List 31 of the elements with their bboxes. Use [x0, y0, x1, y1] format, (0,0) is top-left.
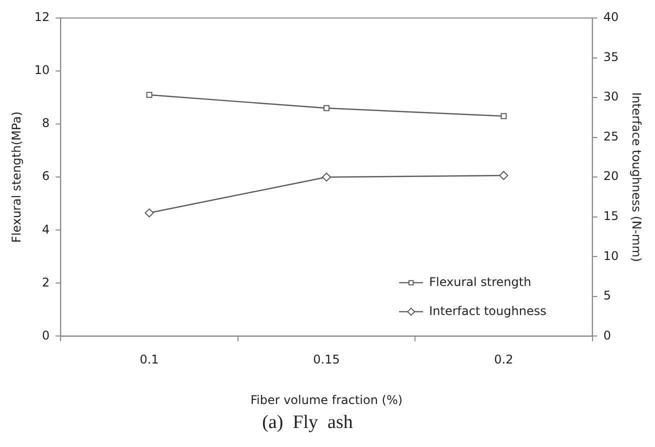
y-tick-label: 10	[34, 63, 50, 78]
y2-tick-label: 5	[603, 288, 611, 303]
y-tick-label: 6	[42, 169, 50, 184]
y2-tick-label: 30	[603, 90, 619, 104]
x-axis-title: Fiber volume fraction (%)	[250, 392, 403, 407]
legend-label: Flexural strength	[429, 274, 532, 289]
point	[146, 92, 152, 98]
y-tick-label: 8	[42, 116, 50, 130]
y2-tick-label: 10	[603, 248, 619, 263]
y2-tick-label: 40	[603, 10, 619, 24]
y2-tick-label: 15	[603, 209, 619, 223]
y2-tick-label: 35	[603, 50, 619, 64]
point	[500, 113, 507, 120]
x-tick-label: 0.2	[494, 352, 514, 367]
x-tick-label: 0.15	[313, 352, 340, 367]
y2-tick-label: 0	[603, 328, 611, 342]
y-tick-label: 4	[42, 222, 50, 236]
x-tick-label: 0.1	[140, 352, 159, 367]
y-axis-title: Flexural stength(MPa)	[9, 112, 24, 243]
y2-axis-title: Interface toughness (N-mm)	[630, 92, 644, 262]
legend-label: Interfact toughness	[429, 304, 546, 318]
y-tick-label: 2	[42, 275, 50, 290]
y2-tick-label: 20	[603, 169, 619, 184]
text: (a) Fly ash	[261, 412, 354, 434]
point	[499, 171, 508, 180]
y-tick-label: 0	[42, 328, 50, 342]
y2-tick-label: 25	[603, 129, 619, 144]
point	[324, 105, 330, 112]
y-tick-label: 12	[34, 10, 50, 24]
point	[144, 208, 154, 218]
point	[322, 172, 331, 182]
